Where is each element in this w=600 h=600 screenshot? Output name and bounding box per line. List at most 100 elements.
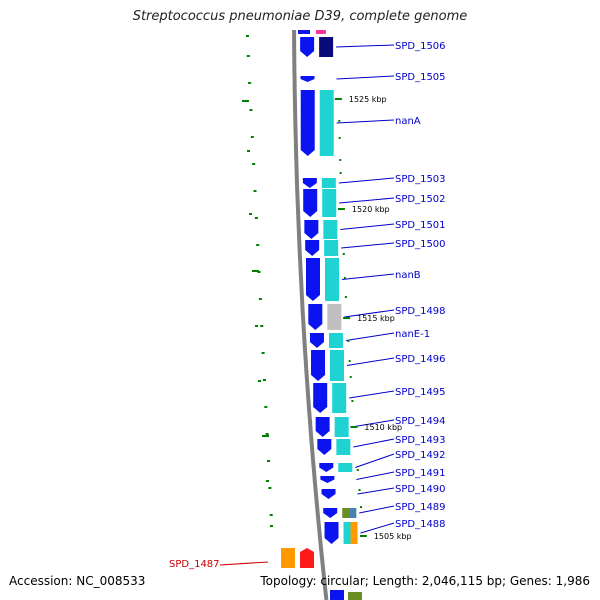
gc-mark (242, 100, 249, 102)
cog-block (338, 463, 353, 472)
minor-tick (342, 253, 345, 255)
gene-arrow (300, 37, 315, 57)
gene-label: SPD_1500 (395, 239, 446, 250)
gene-arrow (330, 590, 344, 600)
gene-label: SPD_1490 (395, 484, 446, 495)
cog-block (316, 30, 326, 34)
minor-tick (338, 120, 341, 122)
kbp-tick (343, 317, 351, 319)
gene-arrow (300, 76, 315, 82)
cog-block (334, 417, 349, 437)
gc-mark (262, 379, 266, 381)
gene-label: SPD_1487 (169, 559, 220, 570)
gene-arrow (302, 178, 317, 188)
gc-mark (249, 109, 253, 111)
gene-label-line (344, 309, 395, 318)
gene-label-line (349, 390, 395, 399)
gene-label: SPD_1489 (395, 502, 446, 513)
gene-arrow (305, 240, 320, 256)
gc-mark (252, 163, 256, 165)
gene-label-line (356, 471, 395, 480)
gc-mark (246, 35, 249, 37)
minor-tick (356, 469, 359, 471)
gene-label-line (341, 242, 395, 249)
gene-arrow (317, 439, 332, 455)
gene-arrow (304, 220, 319, 239)
minor-tick (349, 376, 352, 378)
gc-mark (267, 460, 270, 462)
cog-block (327, 304, 342, 330)
gene-arrow (323, 508, 338, 518)
gc-mark (270, 525, 273, 527)
gene-arrow (300, 90, 315, 156)
minor-tick (343, 277, 346, 279)
gc-mark (248, 82, 252, 84)
gene-label-line (340, 223, 395, 230)
cog-block (336, 439, 351, 455)
gene-label-line (355, 453, 395, 468)
gene-label-line (336, 44, 395, 48)
gene-label: SPD_1494 (395, 416, 446, 427)
gene-arrow (319, 463, 334, 472)
gene-arrow (315, 417, 330, 437)
minor-tick (360, 506, 363, 508)
kbp-label: 1515 kbp (357, 314, 395, 323)
genome-summary-text: Topology: circular; Length: 2,046,115 bp… (260, 574, 590, 588)
gene-label: SPD_1493 (395, 435, 446, 446)
gene-arrow (298, 30, 310, 34)
backbone-line (292, 30, 329, 600)
gene-label-line (339, 197, 395, 204)
gene-label: SPD_1503 (395, 174, 446, 185)
gene-label: SPD_1505 (395, 72, 446, 83)
cog-block (350, 522, 358, 544)
gene-arrow (303, 189, 318, 217)
gc-mark (261, 352, 265, 354)
kbp-tick (334, 98, 342, 100)
cog-block (324, 258, 339, 301)
gene-label-line (359, 505, 395, 514)
gene-arrow (313, 383, 328, 413)
gene-arrow (324, 522, 339, 544)
gene-label: SPD_1492 (395, 450, 446, 461)
gene-label-line (351, 419, 395, 428)
kbp-label: 1505 kbp (374, 532, 412, 541)
gene-label: SPD_1496 (395, 354, 446, 365)
kbp-label: 1510 kbp (364, 423, 402, 432)
kbp-tick (359, 535, 367, 537)
gc-mark (269, 514, 273, 516)
minor-tick (358, 489, 361, 491)
minor-tick (347, 340, 350, 342)
gene-arrow (311, 350, 326, 381)
cog-block (330, 350, 345, 381)
gene-label-line (336, 119, 395, 124)
cog-block (348, 592, 362, 600)
map-title: Streptococcus pneumoniae D39, complete g… (132, 9, 468, 24)
gene-arrow (300, 548, 314, 568)
gene-label-line (346, 357, 395, 366)
gc-mark (255, 325, 258, 327)
accession-text: Accession: NC_008533 (9, 574, 146, 588)
kbp-tick (337, 208, 345, 210)
cog-block (324, 240, 339, 256)
gene-label: SPD_1502 (395, 194, 446, 205)
gc-mark (258, 380, 261, 382)
minor-tick (344, 296, 347, 298)
cog-block (328, 333, 343, 348)
gc-mark (262, 435, 269, 437)
gene-label: SPD_1501 (395, 220, 446, 231)
gene-arrow (321, 489, 336, 499)
cog-block (321, 178, 336, 188)
gc-mark (254, 217, 258, 219)
gene-label-line (345, 332, 395, 341)
cog-block (323, 220, 338, 239)
gc-mark (260, 325, 264, 327)
gc-mark (256, 244, 260, 246)
kbp-label: 1520 kbp (352, 205, 390, 214)
gene-label-line (219, 561, 269, 566)
cog-block (322, 189, 337, 217)
minor-tick (351, 400, 354, 402)
cog-block (319, 90, 334, 156)
cog-block (319, 37, 334, 57)
gc-mark (257, 271, 261, 273)
